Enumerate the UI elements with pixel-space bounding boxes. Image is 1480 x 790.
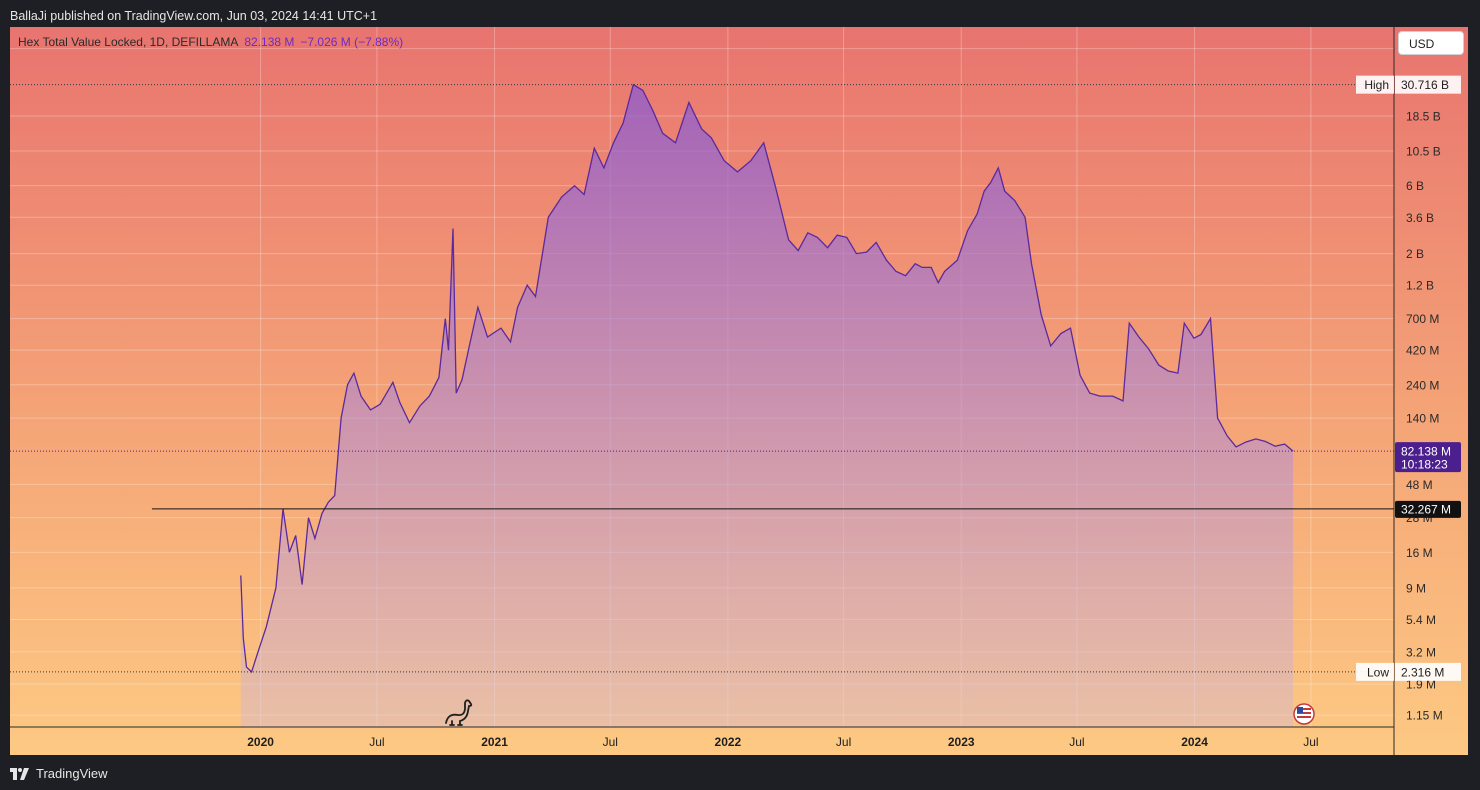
series-area — [240, 84, 1293, 728]
x-tick-label: Jul — [603, 735, 618, 749]
defillama-logo-icon — [445, 699, 473, 726]
horizontal-ray-badge — [1395, 500, 1461, 518]
guide-lines — [10, 84, 1394, 673]
y-tick-label: 6 B — [1406, 179, 1424, 193]
x-tick-label: Jul — [369, 735, 384, 749]
y-tick-label: 5.4 M — [1406, 613, 1436, 627]
y-tick-label: 3.6 B — [1406, 211, 1434, 225]
legend-change: −7.026 M (−7.88%) — [300, 35, 404, 49]
legend-title: Hex Total Value Locked, 1D, DEFILLAMA — [18, 35, 239, 49]
low-tag-box — [1356, 662, 1394, 681]
tradingview-logo-icon — [10, 768, 29, 780]
low-value: 2.316 M — [1401, 665, 1444, 679]
y-tick-label: 48 M — [1406, 478, 1433, 492]
high-value-box — [1395, 75, 1461, 94]
x-tick-label: 2023 — [948, 735, 975, 749]
us-flag-icon[interactable] — [1293, 703, 1315, 725]
time-scale[interactable]: 2020 Jul 2021 Jul 2022 Jul 2023 Jul 2024 Jul — [247, 735, 1318, 749]
x-tick-label: Jul — [1303, 735, 1318, 749]
x-tick-label: Jul — [836, 735, 851, 749]
y-tick-label: 240 M — [1406, 378, 1439, 392]
low-tag: Low — [1367, 665, 1389, 679]
x-tick-label: 2024 — [1181, 735, 1208, 749]
low-value-box — [1395, 662, 1461, 681]
tradingview-brand[interactable]: TradingView — [10, 764, 108, 784]
series-line — [240, 83, 1294, 674]
y-tick-label: 10.5 B — [1406, 145, 1441, 159]
y-tick-label: 16 M — [1406, 546, 1433, 560]
x-tick-label: Jul — [1069, 735, 1084, 749]
published-by-line: BallaJi published on TradingView.com, Ju… — [10, 9, 378, 23]
x-tick-label: 2020 — [247, 735, 274, 749]
y-tick-label: 140 M — [1406, 412, 1439, 426]
high-value: 30.716 B — [1401, 78, 1449, 92]
y-tick-label: 420 M — [1406, 344, 1439, 358]
y-tick-label: 1.9 M — [1406, 678, 1436, 692]
x-tick-label: 2022 — [715, 735, 742, 749]
brand-label: TradingView — [36, 766, 108, 781]
y-tick-label: 18.5 B — [1406, 110, 1441, 124]
high-tag-box — [1356, 75, 1394, 94]
horizontal-ray-value: 32.267 M — [1401, 502, 1451, 516]
y-tick-label: 2 B — [1406, 247, 1424, 261]
price-badges: High 30.716 B Low 2.316 M 82.138 M10:18:23 32… — [1356, 75, 1461, 681]
y-tick-label: 1.15 M — [1406, 709, 1443, 723]
high-tag: High — [1364, 78, 1389, 92]
chart-legend: Hex Total Value Locked, 1D, DEFILLAMA 82.… — [18, 35, 403, 49]
last-price-badge — [1395, 442, 1461, 473]
y-tick-label: 9 M — [1406, 581, 1426, 595]
chart-area[interactable]: 1.15 M1.9 M3.2 M5.4 M9 M16 M28 M48 M140 … — [10, 27, 1468, 755]
y-tick-label: 700 M — [1406, 312, 1439, 326]
bar-countdown: 10:18:23 — [1401, 458, 1448, 472]
x-tick-label: 2021 — [481, 735, 508, 749]
legend-last-value: 82.138 M — [244, 35, 295, 49]
y-tick-label: 3.2 M — [1406, 645, 1436, 659]
last-price-value: 82.138 M — [1401, 445, 1451, 459]
y-tick-label: 1.2 B — [1406, 279, 1434, 293]
currency-button[interactable]: USD — [1398, 31, 1464, 55]
